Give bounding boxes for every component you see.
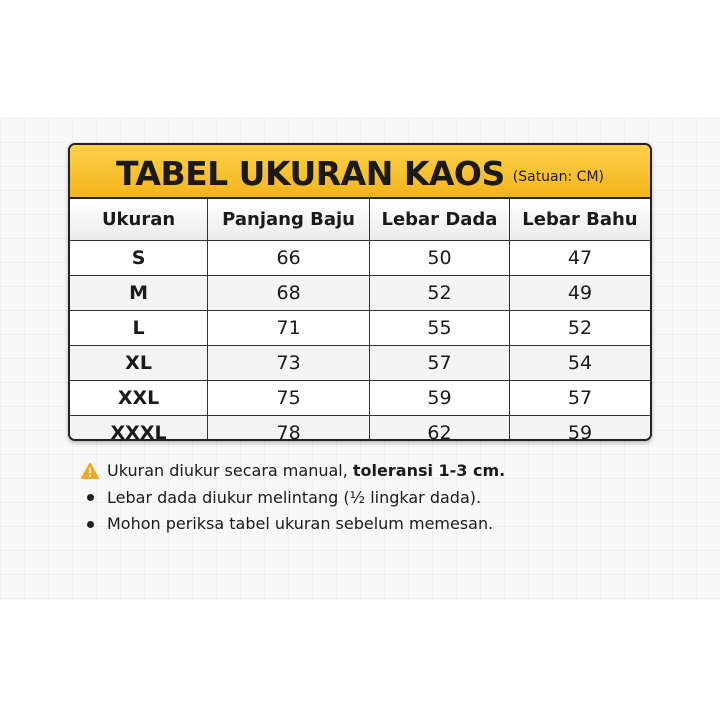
- column-header: Panjang Baju: [207, 199, 371, 241]
- column-header: Lebar Bahu: [508, 199, 650, 241]
- size-cell: M: [70, 275, 209, 311]
- title-bar: TABEL UKURAN KAOS (Satuan: CM): [70, 145, 650, 199]
- measurement-cell: 75: [207, 380, 371, 416]
- measurement-cell: 52: [508, 310, 650, 346]
- measurement-cell: 59: [369, 380, 510, 416]
- bullet-icon: [86, 494, 94, 502]
- measurement-cell: 52: [369, 275, 510, 311]
- measurement-cell: 55: [369, 310, 510, 346]
- measurement-cell: 54: [508, 345, 650, 381]
- size-chart-card: TABEL UKURAN KAOS (Satuan: CM) Ukuran Pa…: [68, 143, 652, 441]
- measurement-cell: 71: [207, 310, 371, 346]
- size-cell: XXL: [70, 380, 209, 416]
- measurement-cell: 49: [508, 275, 650, 311]
- measurement-cell: 50: [369, 240, 510, 276]
- warning-note: Ukuran diukur secara manual, toleransi 1…: [80, 458, 505, 485]
- table-row: S 66 50 47: [70, 240, 650, 276]
- measurement-cell: 68: [207, 275, 371, 311]
- table-row: XL 73 57 54: [70, 345, 650, 381]
- table-row: XXL 75 59 57: [70, 380, 650, 416]
- measurement-cell: 66: [207, 240, 371, 276]
- unit-label: (Satuan: CM): [512, 169, 604, 185]
- measurement-cell: 78: [207, 415, 371, 439]
- column-header: Ukuran: [70, 199, 209, 241]
- measurement-cell: 57: [508, 380, 650, 416]
- table-row: XXXL 78 62 59: [70, 415, 650, 439]
- measurement-cell: 59: [508, 415, 650, 439]
- note-text: Lebar dada diukur melintang (½ lingkar d…: [107, 487, 482, 507]
- warning-text: Ukuran diukur secara manual,: [107, 461, 348, 480]
- size-cell: L: [70, 310, 209, 346]
- bullet-note: Lebar dada diukur melintang (½ lingkar d…: [80, 485, 505, 512]
- measurement-cell: 62: [369, 415, 510, 439]
- bullet-icon: [86, 520, 94, 528]
- warning-triangle-icon: [80, 463, 100, 480]
- measurement-cell: 73: [207, 345, 371, 381]
- table-row: M 68 52 49: [70, 275, 650, 311]
- measurement-cell: 57: [369, 345, 510, 381]
- bullet-note: Mohon periksa tabel ukuran sebelum memes…: [80, 511, 505, 538]
- size-cell: XXXL: [70, 415, 209, 439]
- size-cell: S: [70, 240, 209, 276]
- page-title: TABEL UKURAN KAOS: [115, 153, 505, 193]
- notes: Ukuran diukur secara manual, toleransi 1…: [80, 458, 505, 538]
- column-header: Lebar Dada: [369, 199, 510, 241]
- table-row: L 71 55 52: [70, 310, 650, 346]
- measurement-cell: 47: [508, 240, 650, 276]
- size-table: Ukuran Panjang Baju Lebar Dada Lebar Bah…: [70, 199, 650, 439]
- note-text: Mohon periksa tabel ukuran sebelum memes…: [107, 514, 494, 533]
- size-cell: XL: [70, 345, 209, 381]
- warning-bold-text: toleransi 1-3 cm.: [352, 461, 506, 480]
